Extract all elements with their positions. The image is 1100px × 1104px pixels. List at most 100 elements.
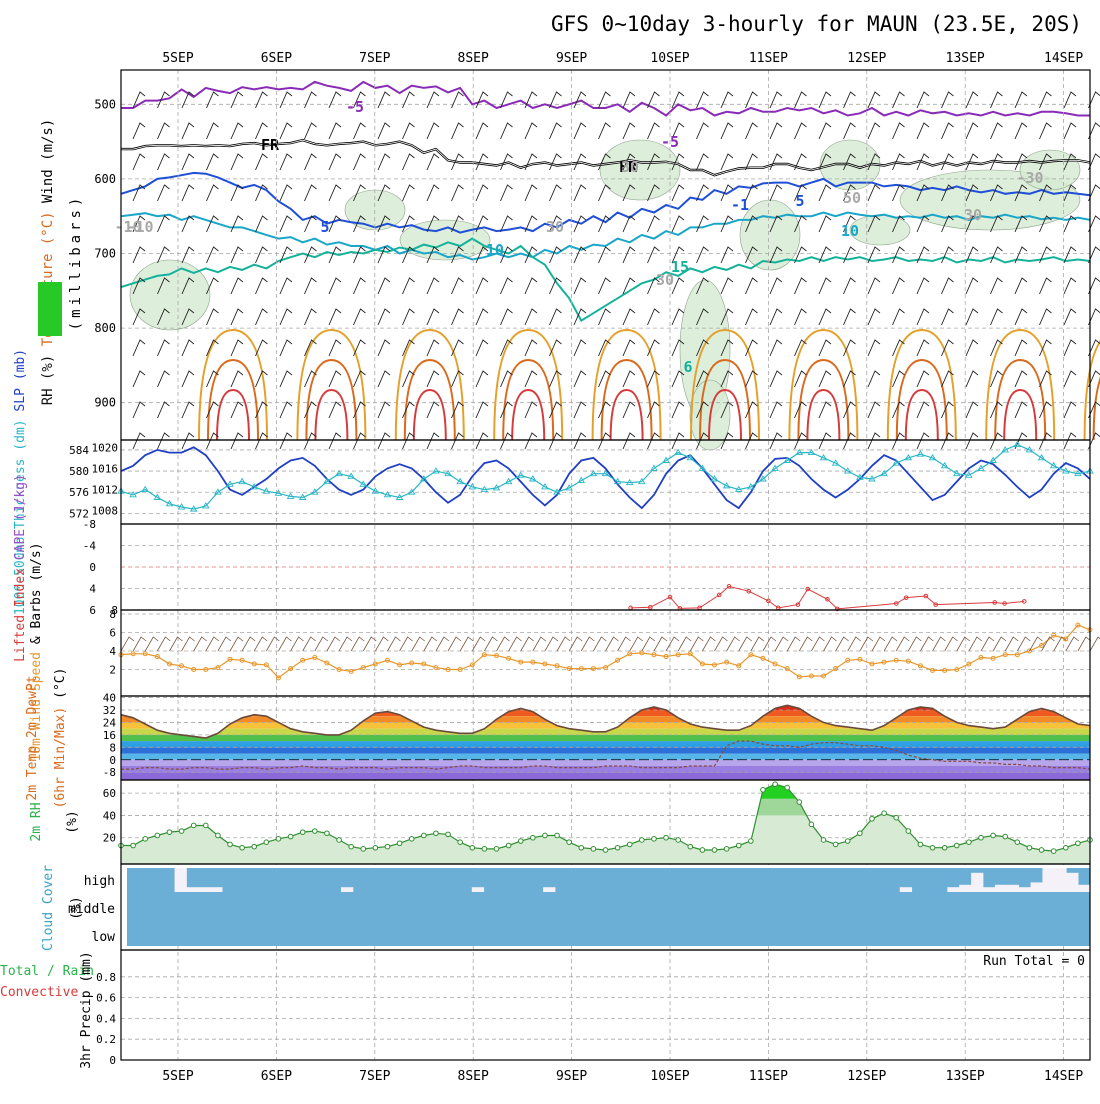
wind-barb — [133, 371, 145, 387]
wind-barb — [917, 340, 929, 356]
wind-barb — [427, 371, 439, 387]
wind-barb — [966, 402, 978, 418]
wind-barb — [329, 309, 341, 325]
y-tick-label: 0.4 — [96, 1012, 116, 1025]
wind-barb — [476, 278, 488, 294]
y-tick-label: 600 — [94, 172, 116, 186]
wind-barb-10m — [1054, 637, 1067, 651]
wind-barb — [231, 154, 243, 170]
y-tick-label: 0 — [109, 754, 116, 767]
wind-barb — [599, 433, 611, 449]
wind-barb-10m — [157, 637, 170, 651]
warm-contour — [807, 390, 839, 440]
y-label-rh: 2m RH — [29, 802, 44, 841]
rh-point — [1076, 841, 1081, 846]
x-tick-label-top: 10SEP — [650, 51, 689, 66]
wind-barb — [427, 433, 439, 449]
wind-barb — [868, 371, 880, 387]
wind-barb — [256, 92, 268, 108]
cloud-high-bar — [959, 885, 971, 892]
wind-barb — [280, 340, 292, 356]
panel-frame — [121, 610, 1090, 696]
y-tick-label: 4 — [109, 645, 116, 658]
wind-barb-10m — [824, 637, 837, 651]
wind-barb — [991, 123, 1003, 139]
wind-barb — [1015, 340, 1027, 356]
y-tick-label: 0.8 — [96, 971, 116, 984]
wind-barb — [917, 278, 929, 294]
cloud-high-bar — [947, 887, 959, 892]
rh-point — [736, 843, 741, 848]
x-tick-label-top: 12SEP — [847, 51, 886, 66]
contour-label: 10 — [486, 241, 504, 259]
y-tick-label: 800 — [94, 321, 116, 335]
wind-barb-10m — [799, 637, 812, 651]
wind-barb-10m — [472, 637, 485, 651]
rh-point — [531, 835, 536, 840]
rh-point — [870, 816, 875, 821]
wind-barb — [182, 154, 194, 170]
x-tick-label-bottom: 10SEP — [650, 1069, 689, 1084]
rh-point — [264, 840, 269, 845]
wind-barb-10m — [666, 637, 679, 651]
wind-barb — [525, 433, 537, 449]
wind-barb — [697, 247, 709, 263]
wind-barb — [256, 216, 268, 232]
contour-label: 30 — [546, 218, 564, 236]
wind-barb — [158, 433, 170, 449]
wind-barb-10m — [642, 637, 655, 651]
wind-barb-10m — [690, 637, 703, 651]
wind-barb — [574, 247, 586, 263]
wind-barb — [452, 92, 464, 108]
wind-barb — [1015, 309, 1027, 325]
wind-barb-10m — [933, 637, 946, 651]
wind-barb — [991, 92, 1003, 108]
wind-barb — [623, 216, 635, 232]
y-tick-label: 500 — [94, 97, 116, 111]
wind-barb — [648, 247, 660, 263]
y-tick-label: -8 — [83, 518, 96, 531]
wind-barb-10m — [678, 637, 691, 651]
wind-barb — [427, 402, 439, 418]
wind-barb — [1040, 309, 1052, 325]
wind-barb-10m — [230, 637, 243, 651]
wind-barb — [868, 185, 880, 201]
wind-barb — [378, 154, 390, 170]
wind-barb — [746, 402, 758, 418]
wind-barb — [354, 278, 366, 294]
wind-barb — [844, 309, 856, 325]
wind-barb — [991, 433, 1003, 449]
wind-barb — [599, 278, 611, 294]
warm-contour — [315, 390, 347, 440]
wind-barb — [280, 123, 292, 139]
wind-barb — [770, 309, 782, 325]
rh-point — [579, 845, 584, 850]
wind-barb — [599, 402, 611, 418]
wind-barb — [378, 278, 390, 294]
warm-contour — [405, 360, 455, 440]
wind-barb — [868, 402, 880, 418]
rh-point — [470, 845, 475, 850]
rh-point — [143, 837, 148, 842]
wind-barb — [770, 92, 782, 108]
wind-barb-10m — [169, 637, 182, 651]
wind-barb — [403, 278, 415, 294]
wind-barb-10m — [533, 637, 546, 651]
wind-barb-10m — [436, 637, 449, 651]
wind-barb — [574, 371, 586, 387]
wind-barb — [868, 433, 880, 449]
wind-barb — [305, 278, 317, 294]
rh-point — [409, 837, 414, 842]
wind-barb — [525, 402, 537, 418]
wind-barb — [427, 154, 439, 170]
wind-barb — [574, 433, 586, 449]
rh-point — [252, 844, 257, 849]
cloud-high-bar — [1007, 885, 1019, 892]
contour-label: -5 — [346, 98, 364, 116]
wind-barb — [329, 92, 341, 108]
wind-barb — [966, 123, 978, 139]
wind-barb — [501, 402, 513, 418]
wind-barb — [280, 185, 292, 201]
